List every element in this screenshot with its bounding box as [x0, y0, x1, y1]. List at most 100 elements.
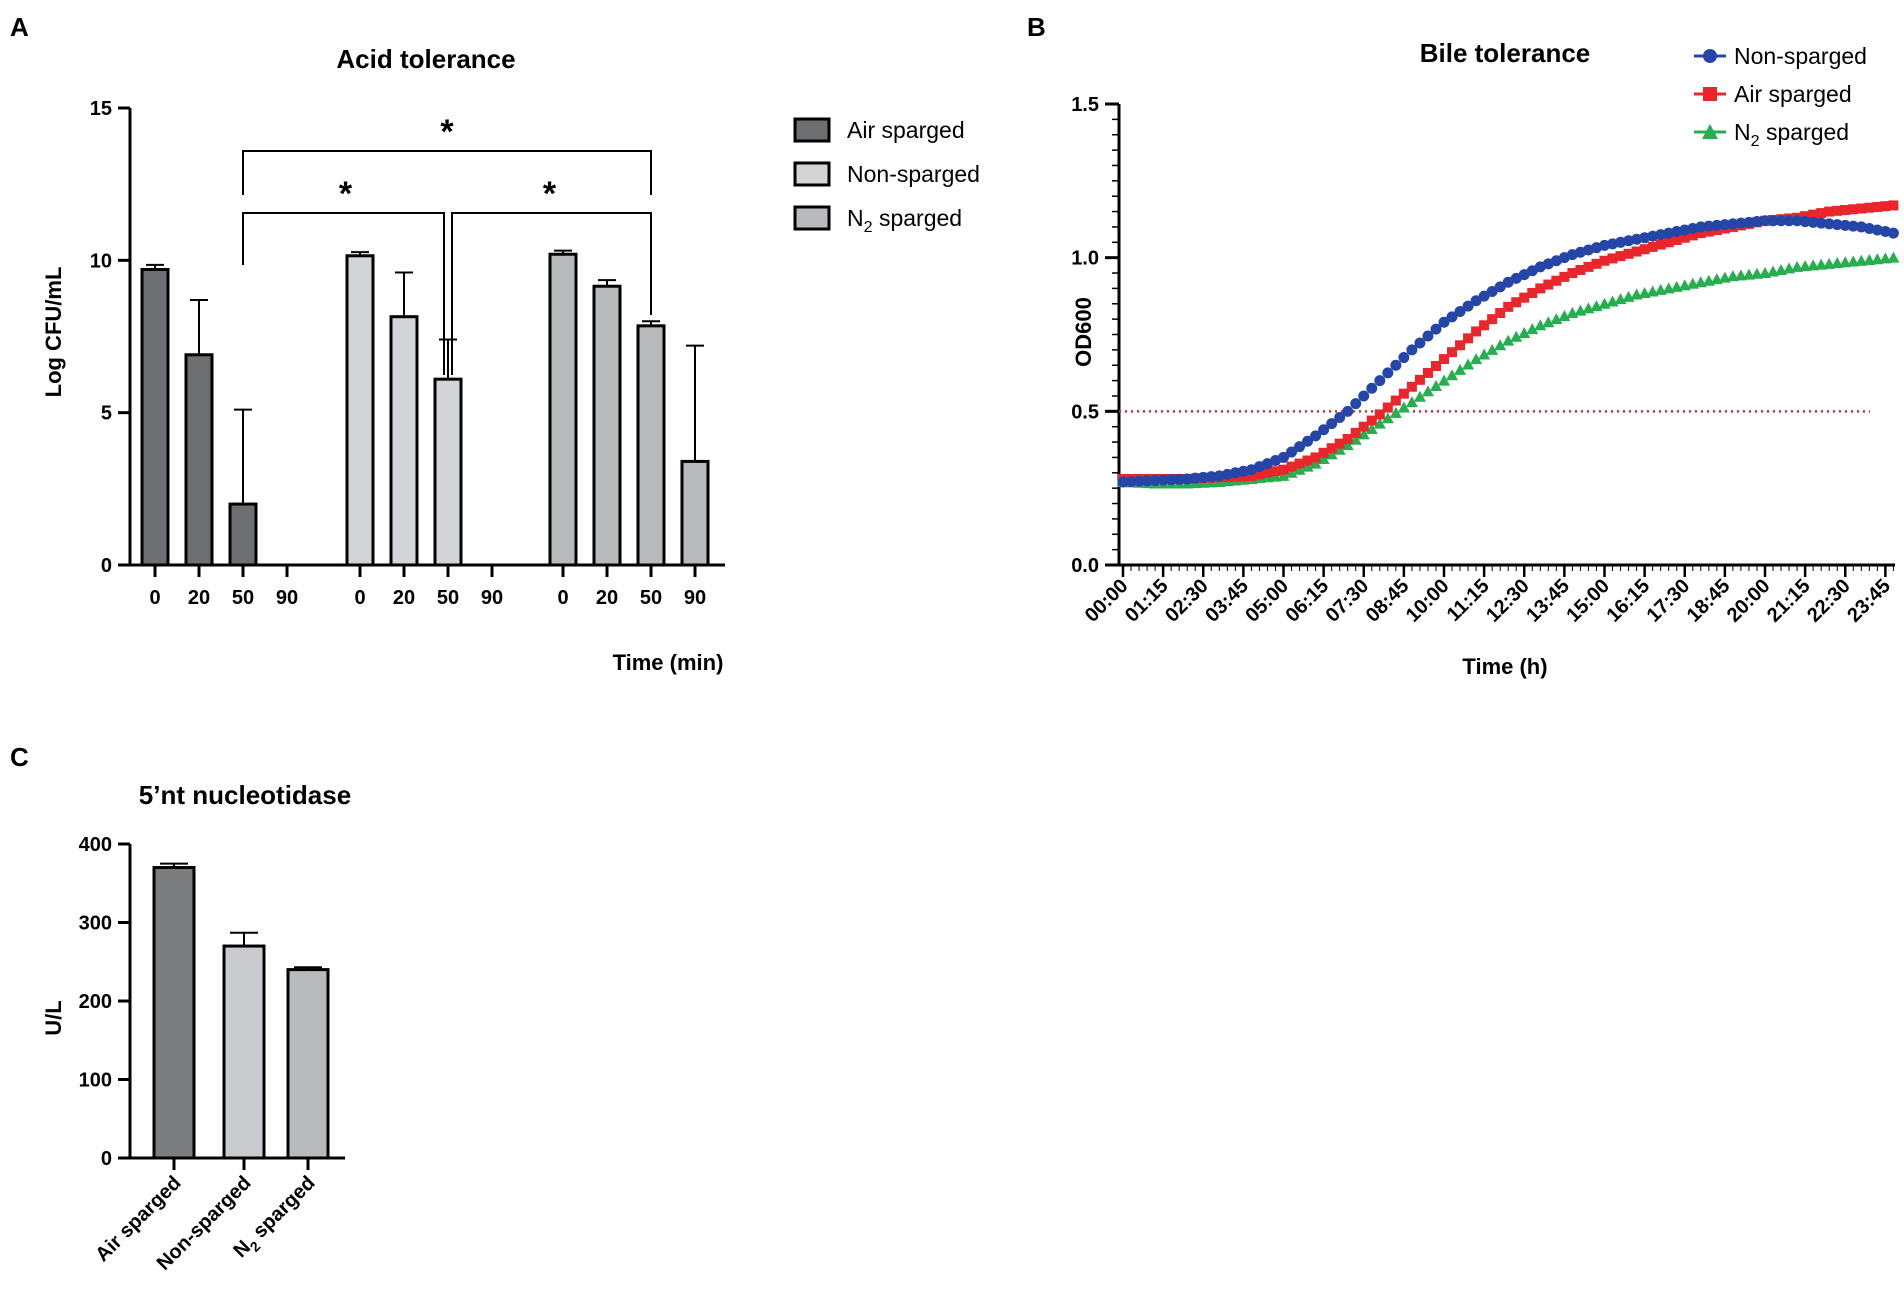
chart-a-bar — [680, 459, 710, 567]
chart-b-point-square — [1382, 402, 1393, 413]
chart-b-point-circle — [1695, 221, 1707, 233]
chart-a-legend-label: Non-sparged — [847, 161, 980, 187]
chart-a-legend-swatch — [793, 205, 831, 231]
chart-b-point-square — [1631, 246, 1642, 257]
chart-b-x-tick-label: 01:15 — [1121, 575, 1173, 627]
chart-b-point-square — [1864, 202, 1875, 213]
chart-b-point-triangle — [1309, 457, 1322, 469]
chart-b-point-circle — [1839, 219, 1851, 231]
chart-b-point-square — [1326, 443, 1337, 454]
chart-a-plot: 0 5 10 15 0 20 50 90 0 20 50 90 0 20 50 90 * * * Air sparge… — [90, 98, 980, 609]
chart-b-point-square — [1414, 374, 1425, 385]
chart-b-point-circle — [1446, 311, 1458, 323]
chart-b-point-triangle — [1815, 258, 1828, 270]
chart-b-point-square — [1808, 209, 1819, 220]
chart-b-point-square — [1639, 244, 1650, 255]
chart-b-x-tick-label: 20:00 — [1723, 575, 1775, 627]
panel-letter-c: C — [10, 742, 29, 772]
chart-b-point-circle — [1430, 323, 1442, 335]
chart-b-point-triangle — [1397, 401, 1410, 413]
chart-b-point-square — [1294, 458, 1305, 469]
chart-b-point-square — [1615, 251, 1626, 262]
chart-b-point-square — [1350, 427, 1361, 438]
chart-b-point-circle — [1783, 215, 1795, 227]
chart-b-point-triangle — [1470, 353, 1483, 365]
chart-b-x-tick-label: 02:30 — [1161, 575, 1213, 627]
chart-b-point-triangle — [1526, 323, 1539, 335]
chart-b-point-triangle — [1389, 406, 1402, 418]
chart-b-point-square — [1623, 248, 1634, 259]
chart-b-point-triangle — [1518, 326, 1531, 338]
chart-b-point-circle — [1847, 220, 1859, 232]
chart-b-xlabel: Time (h) — [1462, 654, 1547, 679]
chart-b-point-triangle — [1446, 369, 1459, 381]
chart-b-point-triangle — [1871, 253, 1884, 265]
chart-b-point-triangle — [1502, 334, 1515, 346]
chart-b-point-circle — [1390, 359, 1402, 371]
chart-b-y-tick-label: 0.0 — [1071, 555, 1099, 577]
chart-b-point-circle — [1711, 219, 1723, 231]
chart-b-point-circle — [1743, 216, 1755, 228]
chart-b-point-triangle — [1325, 448, 1338, 460]
chart-c-bar — [222, 944, 266, 1160]
chart-b-point-circle — [1382, 367, 1394, 379]
chart-b-point-circle — [1318, 424, 1330, 436]
chart-a-bar — [345, 254, 375, 567]
chart-b-point-triangle — [1486, 343, 1499, 355]
chart-b-point-triangle — [1542, 316, 1555, 328]
chart-b-point-circle — [1334, 411, 1346, 423]
chart-b-point-square — [1880, 201, 1891, 212]
chart-a-ylabel: Log CFU/mL — [41, 267, 66, 398]
chart-c-bar — [152, 866, 196, 1160]
chart-b-point-square — [1816, 208, 1827, 219]
chart-b-point-square — [1270, 466, 1281, 477]
chart-a-bar — [548, 252, 578, 567]
chart-b-point-circle — [1807, 216, 1819, 228]
chart-a-legend-swatch — [793, 117, 831, 143]
chart-b-x-tick-label: 16:15 — [1602, 575, 1654, 627]
chart-b-x-tick-label: 21:15 — [1763, 575, 1815, 627]
chart-b-point-square — [1679, 232, 1690, 243]
chart-a-significance-star: * — [440, 113, 454, 151]
chart-b-point-square — [1535, 283, 1546, 294]
chart-b-point-triangle — [1839, 256, 1852, 268]
chart-b-point-triangle — [1791, 260, 1804, 272]
chart-b-point-square — [1455, 340, 1466, 351]
chart-b-point-circle — [1422, 330, 1434, 342]
chart-b-point-triangle — [1454, 363, 1467, 375]
chart-b-point-square — [1278, 464, 1289, 475]
chart-a-x-tick-label: 50 — [640, 587, 662, 609]
chart-b-point-circle — [1767, 215, 1779, 227]
chart-b-point-triangle — [1742, 268, 1755, 280]
chart-b-point-square — [1856, 203, 1867, 214]
chart-a-bar — [389, 315, 419, 567]
chart-b-x-tick-label: 11:15 — [1443, 575, 1494, 626]
chart-a-xlabel: Time (min) — [613, 650, 724, 675]
chart-b-point-square — [1607, 253, 1618, 264]
chart-b-point-triangle — [1365, 423, 1378, 435]
chart-b-x-tick-label: 22:30 — [1803, 575, 1855, 627]
chart-a-legend-label: N2 sparged — [847, 205, 962, 236]
chart-b-plot: 0.0 0.5 1.0 1.5 00:0001:1502:3003:4505:0006:… — [1071, 43, 1900, 627]
chart-b-point-triangle — [1317, 452, 1330, 464]
chart-b-point-square — [1503, 301, 1514, 312]
chart-b-point-triangle — [1863, 253, 1876, 265]
chart-b-point-triangle — [1750, 267, 1763, 279]
chart-b-point-square — [1671, 234, 1682, 245]
chart-b-point-square — [1302, 455, 1313, 466]
chart-b-point-circle — [1727, 218, 1739, 230]
chart-b-y-tick-label: 0.5 — [1071, 401, 1099, 423]
chart-b-point-triangle — [1823, 257, 1836, 269]
chart-b-y-tick-label: 1.0 — [1071, 248, 1099, 270]
chart-c-y-tick-label: 200 — [79, 991, 112, 1013]
chart-b-point-triangle — [1429, 379, 1442, 391]
chart-a-x-tick-label: 0 — [557, 587, 568, 609]
chart-b-point-square — [1286, 461, 1297, 472]
chart-b-x-tick-label: 03:45 — [1201, 575, 1253, 627]
chart-b-point-triangle — [1558, 310, 1571, 322]
chart-b-point-triangle — [1494, 339, 1507, 351]
chart-a-x-tick-label: 90 — [684, 587, 706, 609]
chart-b-x-tick-label: 05:00 — [1241, 575, 1293, 627]
